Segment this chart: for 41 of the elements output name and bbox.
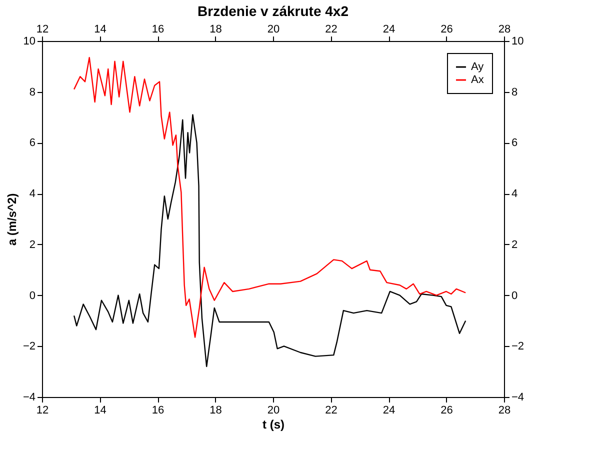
- y2-tick-label: 2: [512, 238, 518, 251]
- x-tick-label: 16: [152, 24, 164, 36]
- y-tick-label: 4: [29, 188, 36, 200]
- x2-tick-label: 18: [210, 404, 222, 416]
- x2-tick-label: 24: [382, 404, 396, 416]
- x-tick-label: 12: [36, 24, 49, 36]
- x2-tick-label: 26: [440, 404, 453, 416]
- x-tick-label: 14: [94, 24, 106, 36]
- x-tick-label: 28: [498, 24, 511, 36]
- y-tick-label: 8: [29, 86, 36, 98]
- x-tick-label: 18: [210, 24, 222, 36]
- x-axis-title: t (s): [262, 418, 284, 432]
- x2-tick-label: 12: [36, 404, 49, 416]
- y-axis-title: a (m/s^2): [4, 193, 19, 246]
- y-tick-label: 0: [29, 290, 36, 302]
- y-tick-label: −4: [22, 392, 36, 404]
- chart-title: Brzdenie v zákrute 4x2: [198, 3, 349, 19]
- y-tick-label: 6: [29, 137, 36, 150]
- y2-tick-label: 10: [512, 36, 524, 48]
- line-series: [73, 114, 466, 368]
- x-tick-label: 26: [440, 24, 453, 36]
- x-tick-label: 24: [382, 24, 396, 36]
- y-tick-label: 10: [23, 36, 36, 48]
- line-series: [73, 56, 466, 338]
- x2-tick-label: 22: [325, 404, 338, 416]
- y2-tick-label: −4: [512, 392, 524, 404]
- x2-tick-label: 14: [94, 404, 106, 416]
- y2-tick-label: 0: [512, 290, 518, 302]
- y2-tick-label: −2: [512, 340, 524, 353]
- legend-label: Ax: [471, 74, 484, 86]
- y2-tick-label: 6: [512, 137, 518, 150]
- legend-label: Ay: [471, 61, 484, 73]
- x-tick-label: 22: [325, 24, 338, 36]
- y-tick-label: −2: [22, 340, 36, 353]
- x-tick-label: 20: [267, 24, 280, 36]
- x2-tick-label: 28: [498, 404, 511, 416]
- y-tick-label: 2: [29, 238, 36, 251]
- y2-tick-label: 8: [512, 86, 518, 98]
- x2-tick-label: 16: [152, 404, 164, 416]
- x2-tick-label: 20: [267, 404, 280, 416]
- y2-tick-label: 4: [512, 188, 518, 200]
